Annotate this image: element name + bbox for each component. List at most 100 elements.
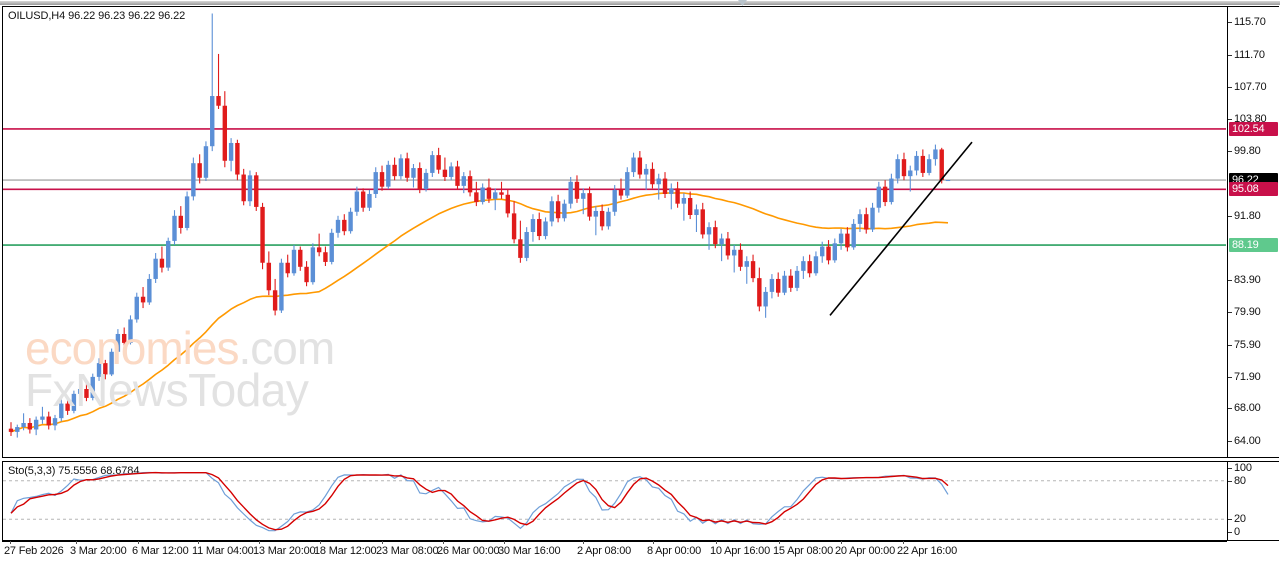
time-tick-label: 22 Apr 16:00 — [897, 545, 957, 557]
candle-body — [191, 163, 196, 197]
time-tick-mark — [504, 541, 505, 544]
candle — [637, 151, 643, 179]
candle-body — [467, 176, 473, 193]
candle — [172, 210, 177, 245]
candle — [794, 265, 800, 292]
candle-body — [474, 192, 479, 203]
candle — [323, 246, 328, 266]
price-badge-resistance-upper[interactable]: 102.54 — [1229, 121, 1278, 136]
candle-body — [430, 155, 435, 173]
time-tick-mark — [382, 541, 383, 544]
sto-tick-mark — [1228, 519, 1232, 521]
candle-body — [794, 270, 800, 288]
candle — [291, 244, 297, 276]
time-tick-label: 18 Mar 12:00 — [314, 545, 377, 557]
candle — [926, 154, 932, 176]
candle-body — [889, 178, 894, 203]
candle — [864, 207, 869, 234]
candle-body — [750, 261, 756, 279]
candle-body — [367, 193, 372, 208]
candle — [838, 228, 844, 250]
price-tick-label: 68.00 — [1234, 402, 1261, 415]
candle — [857, 209, 863, 232]
candle — [499, 181, 504, 199]
candle-body — [493, 192, 498, 199]
candle-body — [27, 423, 33, 430]
candle — [763, 287, 768, 318]
candle — [241, 168, 246, 206]
candle — [945, 179, 951, 182]
price-tick-mark — [1228, 215, 1232, 217]
candle-body — [782, 275, 787, 293]
candle-body — [813, 256, 819, 274]
candle-body — [228, 142, 234, 161]
candle-body — [178, 215, 183, 228]
price-chart-pane[interactable]: OILUSD,H4 96.22 96.23 96.22 96.22 econom… — [2, 6, 1227, 458]
time-tick-mark — [76, 541, 77, 544]
candle — [731, 244, 737, 273]
candle — [210, 13, 215, 152]
candle — [530, 214, 536, 242]
candle-body — [505, 194, 510, 214]
candle — [21, 413, 26, 431]
candle — [524, 227, 529, 262]
price-badge-support[interactable]: 88.19 — [1229, 238, 1278, 253]
candle-body — [669, 188, 674, 194]
price-badge-resistance-lower[interactable]: 95.08 — [1229, 182, 1278, 197]
candle — [140, 287, 146, 309]
price-axis[interactable]: 115.70 111.70 107.70 103.80 99.80 91.80 83.90 7… — [1227, 6, 1279, 458]
candle-body — [354, 191, 360, 212]
candle-body — [316, 247, 322, 253]
candle-body — [90, 376, 95, 398]
candle — [820, 241, 825, 263]
candle-body — [524, 232, 529, 258]
time-tick-mark — [841, 541, 842, 544]
ascending-trendline[interactable] — [829, 141, 973, 316]
time-tick-label: 20 Apr 00:00 — [835, 545, 895, 557]
candle-body — [606, 211, 611, 227]
candle — [33, 416, 39, 436]
candle — [461, 172, 466, 194]
candle — [27, 418, 33, 434]
candle — [675, 181, 680, 208]
candle-body — [511, 213, 517, 240]
price-tick-mark — [1228, 312, 1232, 314]
candle-body — [838, 233, 844, 244]
candle — [618, 178, 624, 200]
candle-body — [417, 168, 422, 190]
time-tick-mark — [903, 541, 904, 544]
candle — [681, 193, 687, 221]
stochastic-axis[interactable]: 100 80 20 0 — [1227, 461, 1279, 541]
candle — [801, 256, 806, 279]
scrollbar-thumb[interactable] — [0, 1, 1280, 5]
candle-body — [587, 193, 592, 217]
candle-body — [216, 96, 221, 106]
candle — [304, 261, 309, 287]
horizontal-scrollbar[interactable] — [0, 0, 1280, 6]
candle-body — [876, 186, 882, 208]
time-axis[interactable]: 27 Feb 2026 3 Mar 20:00 6 Mar 12:00 11 Mar … — [2, 541, 1279, 567]
candle — [279, 258, 284, 313]
candle-body — [549, 201, 555, 222]
candle-body — [197, 163, 202, 178]
candle-body — [159, 258, 165, 268]
candle-body — [442, 169, 448, 177]
candle — [700, 202, 705, 239]
candle — [769, 274, 775, 299]
candle-body — [109, 351, 114, 375]
stochastic-pane[interactable]: Sto(5,3,3) 75.5556 68.6784 — [2, 461, 1227, 541]
time-tick-label: 6 Mar 12:00 — [132, 545, 189, 557]
candle-body — [392, 164, 397, 177]
candle-body — [134, 296, 139, 320]
candle-body — [235, 142, 240, 175]
candle — [669, 183, 674, 210]
candle — [392, 157, 397, 181]
candle — [511, 201, 517, 244]
candle-body — [480, 187, 485, 203]
candle — [882, 180, 888, 207]
candle — [505, 189, 510, 218]
candle — [8, 422, 14, 436]
candle-body — [436, 155, 441, 170]
candle-body — [662, 178, 668, 194]
